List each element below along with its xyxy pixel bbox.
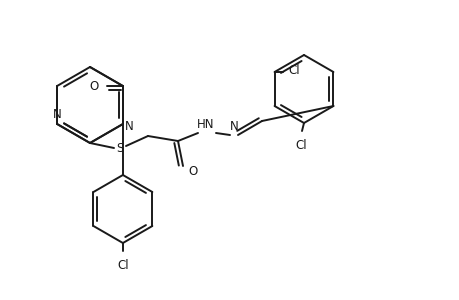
Text: O: O — [188, 164, 197, 178]
Text: HN: HN — [197, 118, 214, 131]
Text: N: N — [125, 119, 134, 133]
Text: O: O — [90, 80, 99, 92]
Text: N: N — [53, 108, 62, 121]
Text: Cl: Cl — [117, 259, 129, 272]
Text: Cl: Cl — [295, 139, 306, 152]
Text: S: S — [116, 142, 123, 154]
Text: N: N — [229, 120, 238, 133]
Text: Cl: Cl — [288, 64, 300, 76]
